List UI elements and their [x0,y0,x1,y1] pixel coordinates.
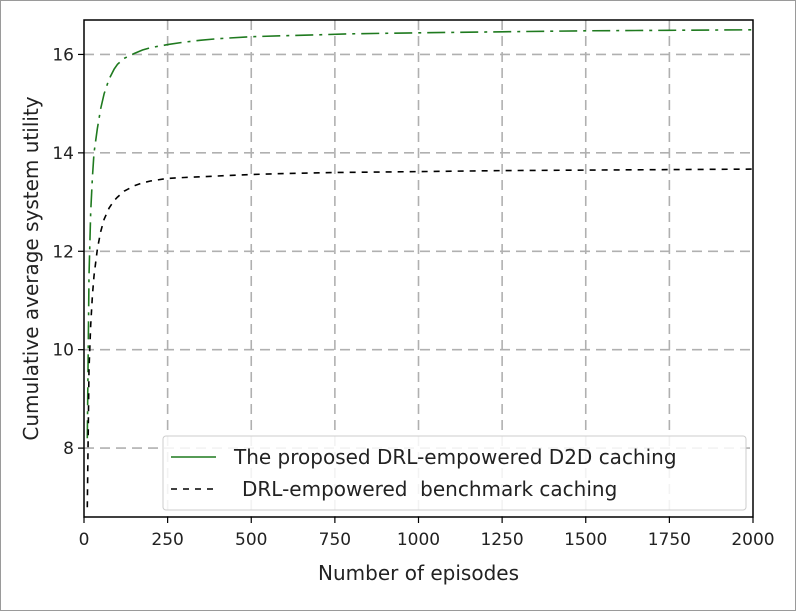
axis-ticks: 0 250 500 750 1000 1250 1500 1750 2000 8 10 12 14 16 [52,45,774,550]
x-tick-label: 1500 [564,530,607,550]
series-line-benchmark [86,168,754,508]
legend-box [162,435,747,511]
y-tick-label: 16 [52,45,74,65]
x-tick-label: 500 [235,530,267,550]
y-tick-label: 12 [52,242,74,262]
x-tick-label: 0 [79,530,90,550]
x-tick-label: 1000 [397,530,440,550]
y-tick-label: 14 [52,144,74,164]
legend-label-benchmark: DRL-empowered benchmark caching [242,477,617,501]
y-axis-title: Cumulative average system utility [19,96,43,440]
series-line-proposed [86,29,754,439]
y-tick-label: 10 [52,341,74,361]
x-axis-title: Number of episodes [318,561,519,585]
plot-area [86,29,754,508]
x-tick-label: 2000 [731,530,774,550]
y-tick-label: 8 [63,439,74,459]
x-tick-label: 750 [319,530,351,550]
grid-lines [84,20,753,517]
x-tick-label: 1250 [480,530,523,550]
x-tick-label: 1750 [648,530,691,550]
x-tick-label: 250 [151,530,183,550]
legend-label-proposed: The proposed DRL-empowered D2D caching [233,445,677,469]
legend: The proposed DRL-empowered D2D caching D… [162,435,747,511]
